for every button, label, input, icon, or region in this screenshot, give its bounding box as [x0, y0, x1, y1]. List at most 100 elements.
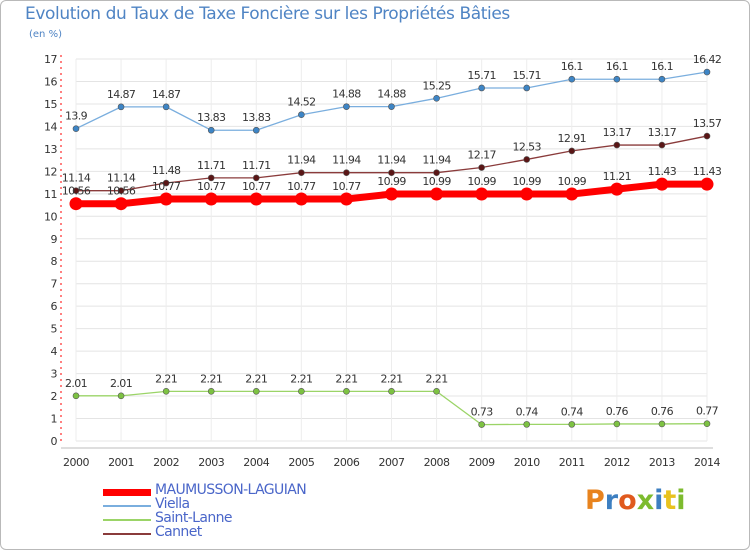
data-label-viella: 16.1: [561, 60, 583, 73]
data-label-cannet: 11.94: [422, 154, 451, 167]
data-label-cannet: 11.94: [287, 154, 316, 167]
data-point-maumusson-laguian: [385, 187, 398, 201]
y-tick-label: 9: [51, 233, 58, 246]
data-point-saint-lanne: [433, 388, 440, 395]
data-label-cannet: 11.71: [242, 159, 271, 172]
legend-swatch-viella: [103, 505, 151, 507]
data-point-saint-lanne: [343, 388, 350, 395]
data-point-viella: [343, 103, 350, 110]
data-label-viella: 15.25: [422, 79, 451, 92]
data-point-cannet: [478, 164, 485, 171]
data-point-viella: [478, 84, 485, 92]
data-point-maumusson-laguian: [655, 177, 669, 191]
data-label-maumusson-laguian: 10.77: [152, 180, 181, 193]
data-label-viella: 15.71: [512, 69, 541, 82]
data-point-maumusson-laguian: [339, 192, 353, 206]
data-point-cannet: [298, 169, 305, 177]
x-tick-label: 2012: [604, 456, 630, 469]
x-tick-label: 2000: [63, 456, 89, 469]
data-label-cannet: 11.14: [107, 172, 136, 185]
data-label-saint-lanne: 2.21: [426, 372, 448, 385]
data-label-maumusson-laguian: 10.99: [467, 175, 496, 188]
y-tick-label: 17: [44, 53, 57, 66]
data-point-maumusson-laguian: [520, 187, 534, 201]
data-label-saint-lanne: 0.77: [696, 405, 719, 418]
y-tick-label: 6: [51, 300, 58, 313]
data-label-cannet: 12.17: [467, 149, 496, 162]
data-point-maumusson-laguian: [475, 187, 489, 201]
legend-label-maumusson-laguian: MAUMUSSON-LAGUIAN: [155, 482, 307, 498]
data-point-cannet: [72, 187, 80, 194]
data-label-viella: 16.42: [693, 53, 722, 66]
y-tick-label: 7: [51, 278, 58, 291]
data-label-maumusson-laguian: 10.77: [332, 180, 361, 193]
x-tick-label: 2005: [288, 456, 314, 469]
data-point-viella: [298, 111, 305, 119]
y-tick-label: 14: [44, 120, 57, 133]
data-label-cannet: 11.48: [152, 164, 181, 177]
chart-title: Evolution du Taux de Taxe Foncière sur l…: [25, 4, 510, 24]
data-point-saint-lanne: [162, 388, 170, 395]
data-label-maumusson-laguian: 10.99: [422, 175, 451, 188]
data-label-viella: 13.83: [242, 111, 271, 124]
data-point-saint-lanne: [117, 392, 125, 400]
data-label-cannet: 13.17: [648, 126, 677, 139]
x-tick-label: 2011: [559, 456, 585, 469]
data-label-cannet: 11.94: [332, 154, 361, 167]
logo-letter: r: [604, 485, 619, 516]
data-point-cannet: [207, 174, 215, 182]
y-tick-label: 13: [44, 143, 57, 156]
data-label-maumusson-laguian: 10.77: [287, 180, 316, 193]
proxiti-logo: Proxiti: [585, 485, 686, 516]
data-label-maumusson-laguian: 10.99: [512, 175, 541, 188]
data-label-maumusson-laguian: 10.77: [197, 180, 226, 193]
x-tick-label: 2002: [153, 456, 179, 469]
data-point-saint-lanne: [703, 420, 711, 427]
data-point-maumusson-laguian: [114, 197, 128, 211]
data-point-cannet: [117, 187, 125, 194]
data-point-cannet: [613, 141, 621, 149]
y-tick-label: 8: [51, 255, 58, 268]
data-point-viella: [162, 103, 170, 111]
data-label-saint-lanne: 0.76: [651, 405, 674, 418]
data-point-saint-lanne: [568, 421, 576, 428]
data-label-viella: 14.88: [332, 88, 361, 101]
data-point-viella: [252, 126, 260, 134]
data-point-cannet: [388, 169, 395, 177]
data-point-viella: [703, 68, 711, 76]
data-label-saint-lanne: 2.01: [65, 377, 87, 390]
data-point-viella: [388, 103, 395, 110]
data-label-maumusson-laguian: 10.99: [558, 175, 587, 188]
x-tick-label: 2007: [379, 456, 405, 469]
logo-letter: x: [636, 485, 655, 516]
y-tick-label: 11: [44, 188, 57, 201]
data-label-saint-lanne: 2.21: [245, 372, 267, 385]
data-label-maumusson-laguian: 11.43: [693, 165, 722, 178]
data-label-viella: 14.88: [377, 88, 406, 101]
y-tick-label: 1: [51, 413, 58, 426]
data-point-cannet: [703, 132, 711, 140]
legend-swatch-cannet: [103, 533, 151, 535]
data-label-maumusson-laguian: 10.99: [377, 175, 406, 188]
data-label-saint-lanne: 2.01: [110, 377, 132, 390]
y-tick-label: 0: [51, 435, 58, 448]
x-tick-label: 2010: [514, 456, 540, 469]
x-tick-label: 2003: [198, 456, 224, 469]
x-tick-label: 2004: [243, 456, 269, 469]
data-point-cannet: [658, 141, 666, 149]
data-label-maumusson-laguian: 10.56: [62, 185, 91, 198]
logo-letter: t: [663, 485, 677, 516]
y-tick-label: 15: [44, 98, 57, 111]
x-tick-label: 2014: [694, 456, 720, 469]
data-label-saint-lanne: 0.74: [516, 405, 539, 418]
data-point-maumusson-laguian: [204, 192, 218, 206]
y-tick-label: 5: [51, 323, 58, 336]
data-label-viella: 16.1: [651, 60, 673, 73]
data-point-cannet: [568, 147, 576, 155]
logo-letter: P: [585, 485, 605, 516]
data-point-cannet: [433, 169, 440, 177]
data-label-viella: 14.52: [287, 96, 316, 109]
data-point-viella: [568, 75, 576, 83]
